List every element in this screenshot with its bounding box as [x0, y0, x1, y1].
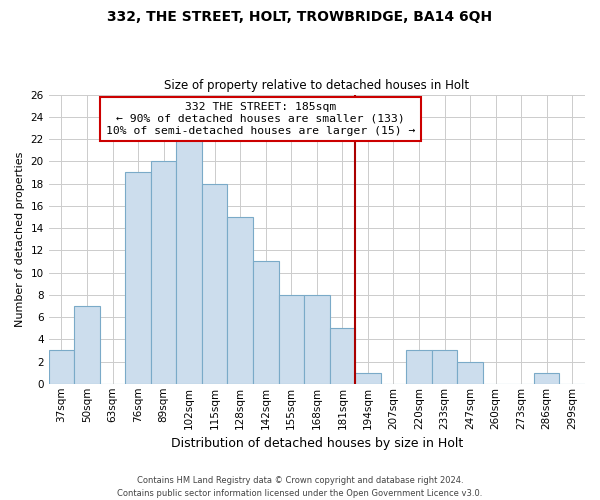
- Bar: [534, 372, 559, 384]
- Bar: [329, 328, 355, 384]
- Title: Size of property relative to detached houses in Holt: Size of property relative to detached ho…: [164, 79, 469, 92]
- Y-axis label: Number of detached properties: Number of detached properties: [15, 152, 25, 327]
- Bar: [304, 295, 329, 384]
- X-axis label: Distribution of detached houses by size in Holt: Distribution of detached houses by size …: [171, 437, 463, 450]
- Bar: [125, 172, 151, 384]
- Bar: [227, 217, 253, 384]
- Bar: [253, 262, 278, 384]
- Bar: [278, 295, 304, 384]
- Text: 332, THE STREET, HOLT, TROWBRIDGE, BA14 6QH: 332, THE STREET, HOLT, TROWBRIDGE, BA14 …: [107, 10, 493, 24]
- Bar: [432, 350, 457, 384]
- Bar: [151, 162, 176, 384]
- Text: Contains HM Land Registry data © Crown copyright and database right 2024.
Contai: Contains HM Land Registry data © Crown c…: [118, 476, 482, 498]
- Bar: [406, 350, 432, 384]
- Bar: [355, 372, 380, 384]
- Bar: [457, 362, 483, 384]
- Text: 332 THE STREET: 185sqm
← 90% of detached houses are smaller (133)
10% of semi-de: 332 THE STREET: 185sqm ← 90% of detached…: [106, 102, 415, 136]
- Bar: [74, 306, 100, 384]
- Bar: [49, 350, 74, 384]
- Bar: [176, 139, 202, 384]
- Bar: [202, 184, 227, 384]
